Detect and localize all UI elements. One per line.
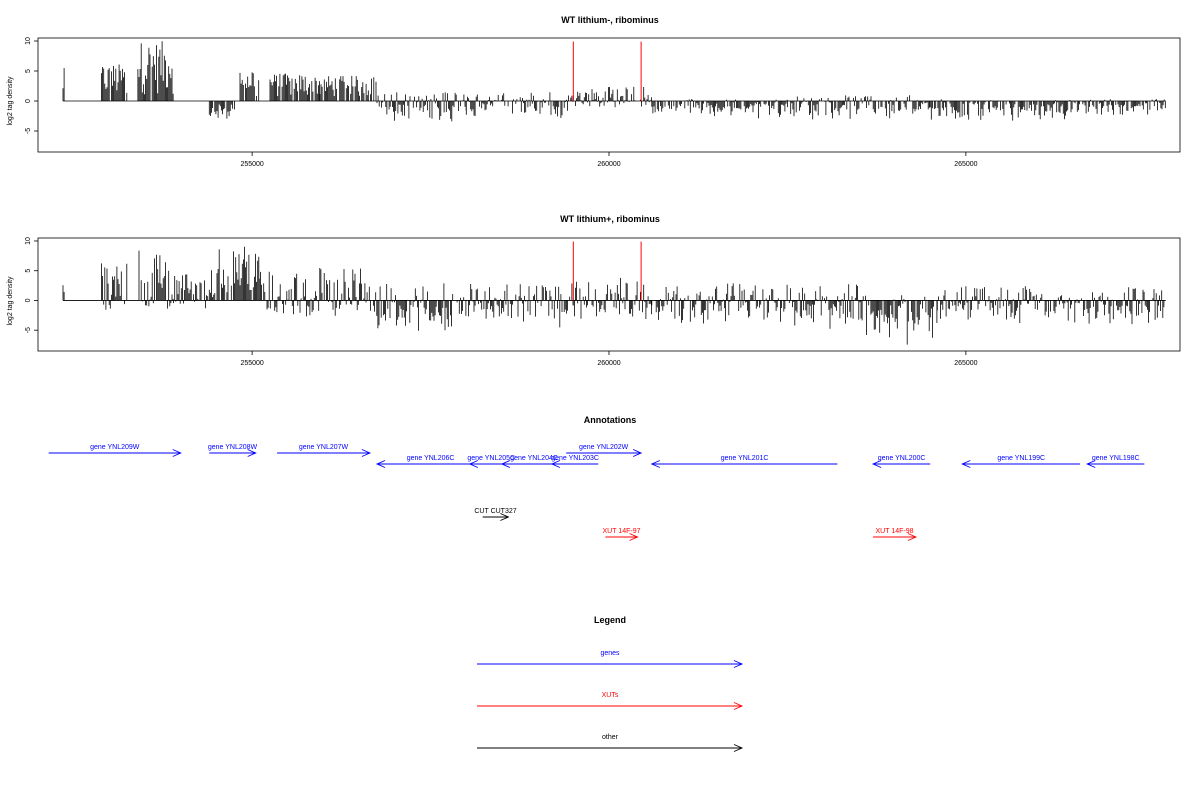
gene-label: gene YNL209W (90, 444, 140, 451)
gene-label: gene YNL201C (721, 455, 769, 462)
density-bar-series (62, 41, 1166, 122)
x-tick-label: 265000 (954, 161, 977, 168)
y-tick-label: 10 (25, 37, 32, 45)
y-tick-label: 10 (25, 237, 32, 245)
x-tick-label: 260000 (597, 360, 620, 367)
xut-label: XUT 14F-98 (876, 528, 914, 535)
legend-entry: genes (477, 650, 744, 668)
gene-label: gene YNL205C (467, 455, 515, 462)
gene-label: gene YNL203C (551, 455, 599, 462)
annotations-title: Annotations (584, 415, 637, 425)
y-axis-label: log2 tag density (7, 76, 14, 126)
gene-arrow: gene YNL203C (550, 455, 599, 468)
gene-arrow: gene YNL208W (208, 444, 258, 457)
annotations-track: Annotations gene YNL209W gene YNL208W gene… (48, 415, 1145, 541)
y-tick-label: 5 (25, 69, 32, 73)
legend-entry: XUTs (477, 692, 744, 710)
y-axis-label: log2 tag density (7, 276, 14, 326)
x-tick-label: 255000 (240, 161, 263, 168)
legend-label: XUTs (602, 692, 619, 699)
panel-title: WT lithium-, ribominus (561, 15, 659, 25)
panel-title: WT lithium+, ribominus (560, 214, 660, 224)
xut-arrow: XUT 14F-98 (873, 528, 918, 541)
gene-label: gene YNL208W (208, 444, 258, 451)
legend-items: genes XUTs other (477, 650, 744, 752)
x-tick-label: 260000 (597, 161, 620, 168)
y-tick-label: -5 (25, 327, 32, 333)
annotation-marks: gene YNL209W gene YNL208W gene YNL207W gene… (48, 444, 1145, 541)
gene-label: gene YNL204C (510, 455, 558, 462)
x-tick-label: 265000 (954, 360, 977, 367)
y-tick-label: 5 (25, 269, 32, 273)
gene-label: gene YNL207W (299, 444, 349, 451)
gene-arrow: gene YNL199C (961, 455, 1081, 468)
density-bar-series (62, 246, 1165, 345)
gene-label: gene YNL199C (997, 455, 1045, 462)
gene-label: gene YNL200C (878, 455, 926, 462)
gene-arrow: gene YNL206C (375, 455, 485, 468)
gene-arrow: gene YNL207W (277, 444, 372, 457)
y-tick-label: 0 (25, 99, 32, 103)
density-bars (62, 41, 1166, 122)
legend-title: Legend (594, 615, 626, 625)
density-panel-lithium-minus: WT lithium-, ribominus log2 tag density … (7, 15, 1181, 168)
plot-area: -5 0 5 10 255000 260000 265000 (25, 37, 1181, 168)
other-arrow: CUT CUT327 (474, 508, 517, 521)
legend-label: other (602, 734, 619, 741)
gene-arrow: gene YNL201C (650, 455, 838, 468)
plot-frame (37, 37, 1181, 153)
gene-arrow: gene YNL200C (871, 455, 931, 468)
gene-label: gene YNL198C (1092, 455, 1140, 462)
gene-arrow: gene YNL198C (1086, 455, 1145, 468)
gene-arrow: gene YNL202W (566, 444, 643, 457)
gene-label: gene YNL206C (407, 455, 455, 462)
x-tick-label: 255000 (240, 360, 263, 367)
xut-arrow: XUT 14F-97 (602, 528, 641, 541)
gene-arrow: gene YNL209W (48, 444, 182, 457)
legend-entry: other (477, 734, 744, 752)
density-panel-lithium-plus: WT lithium+, ribominus log2 tag density … (7, 214, 1181, 367)
legend: Legend genes XUTs other (477, 615, 744, 752)
xut-label: XUT 14F-97 (602, 528, 640, 535)
gene-label: gene YNL202W (579, 444, 629, 451)
y-tick-label: -5 (25, 128, 32, 134)
plot-area: -5 0 5 10 255000 260000 265000 (25, 237, 1181, 367)
y-tick-label: 0 (25, 298, 32, 302)
density-bars (62, 246, 1165, 345)
legend-label: genes (600, 650, 620, 657)
other-label: CUT CUT327 (474, 508, 516, 515)
